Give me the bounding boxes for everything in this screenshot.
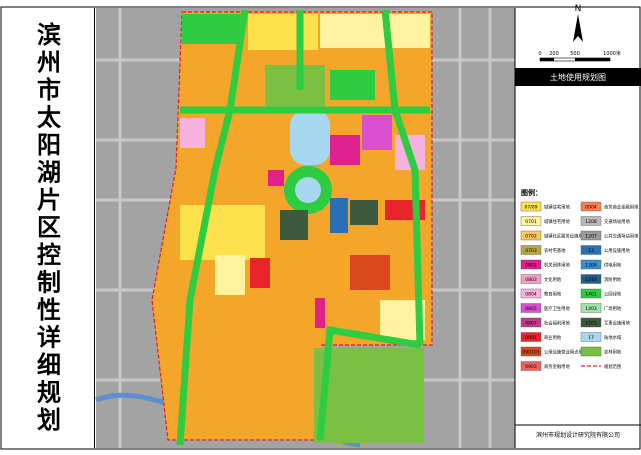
legend-label: 医疗卫生用地	[544, 305, 570, 312]
scale-label: 1000米	[603, 50, 621, 57]
legend-swatch	[520, 274, 542, 284]
legend-swatch	[580, 346, 602, 357]
legend-swatch	[580, 317, 602, 328]
legend-code: 0703	[525, 248, 537, 254]
legend-code: 0801	[525, 263, 537, 269]
legend-code: 07/09	[525, 205, 538, 211]
legend-code: 0807	[525, 321, 537, 327]
legend-swatch	[520, 201, 542, 212]
legend-label: 公园绿地	[604, 291, 622, 298]
legend-label: 陆地水域	[604, 334, 622, 341]
legend-code: 0701	[525, 219, 537, 225]
map	[95, 8, 515, 448]
legend-label: 农林用地	[604, 349, 622, 356]
legend-label: 商务商业金融用地	[604, 204, 639, 211]
legend-code: 13	[588, 248, 594, 254]
scale-label: 0	[538, 51, 541, 57]
north-arrow	[573, 14, 583, 42]
scale-label: 200	[549, 51, 559, 57]
legend-label: 农村宅基地	[544, 247, 566, 254]
legend-swatch	[580, 259, 602, 270]
legend-swatch	[580, 245, 602, 255]
legend-label: 军事设施用地	[604, 320, 630, 327]
legend-swatch	[520, 303, 542, 313]
legend-swatch	[520, 332, 542, 342]
legend-heading: 图例：	[521, 188, 542, 197]
legend-swatch	[520, 317, 542, 328]
legend-swatch	[580, 230, 602, 241]
legend-swatch	[520, 361, 542, 371]
legend-label: 城镇住宅用地	[544, 204, 570, 211]
legend-code: 0702	[525, 234, 537, 240]
legend-swatch	[520, 288, 542, 299]
legend-swatch	[580, 201, 602, 212]
legend-swatch	[580, 288, 602, 299]
legend-code: 1501	[585, 321, 597, 327]
legend-code: 0805	[525, 306, 537, 312]
legend-label: 城镇住宅用地	[544, 218, 570, 225]
legend-swatch	[520, 259, 542, 270]
scale-bar	[539, 57, 611, 62]
legend-label: 交通场站用地	[604, 218, 630, 225]
legend-code: 1208	[585, 219, 597, 225]
legend-label: 教育用地	[544, 291, 562, 298]
legend-label: 消防用地	[604, 276, 622, 283]
legend-label: 规划范围	[604, 363, 621, 370]
legend-code: 1401	[585, 292, 597, 298]
legend-label: 公共交通场站用地	[604, 233, 639, 240]
footer: 滨州市规划设计研究院有限公司	[536, 431, 620, 439]
legend-swatch	[520, 230, 542, 241]
legend-code: 0803	[525, 277, 537, 283]
legend-code: 0904	[585, 205, 597, 211]
legend-label: 公用设施用地	[604, 247, 630, 254]
legend-code: 1309	[585, 263, 597, 269]
legend-code: 090105	[522, 350, 539, 356]
legend-label: 城镇社区服务设施用地	[544, 233, 588, 240]
scale-label: 500	[570, 51, 580, 57]
legend-swatch	[520, 346, 542, 357]
legend-code: 0903	[525, 364, 537, 370]
page-title: 滨州市太阳湖片区控制性详细规划	[0, 8, 95, 448]
legend-code: 1310	[585, 277, 597, 283]
legend-swatch	[580, 274, 602, 284]
map-title: 土地使用规划图	[550, 72, 606, 82]
north-label: N	[575, 4, 582, 14]
legend-label: 广场用地	[604, 305, 622, 312]
legend-label: 社会福利用地	[544, 320, 570, 327]
legend-label: 供电用地	[604, 262, 622, 269]
map-title-band	[515, 68, 641, 86]
legend-code: 1403	[585, 306, 597, 312]
legend-code: 0804	[525, 292, 537, 298]
legend-label: 公用设施营业网点用地	[544, 349, 588, 356]
legend-swatch	[520, 245, 542, 255]
legend-label: 商务金融用地	[544, 363, 570, 370]
legend-code: 17	[588, 335, 594, 341]
legend: 07/09 城镇住宅用地 0701 城镇住宅用地 0702 城镇社区服务设施用地 0703 农…	[520, 201, 639, 371]
legend-swatch	[580, 216, 602, 226]
legend-swatch	[580, 332, 602, 342]
frame	[0, 6, 641, 450]
legend-label: 文化用地	[544, 276, 562, 283]
legend-label: 机关团体用地	[544, 262, 570, 269]
legend-label: 商业用地	[544, 334, 562, 341]
legend-swatch	[580, 303, 602, 313]
legend-swatch	[520, 216, 542, 226]
legend-code: 0901	[525, 335, 537, 341]
legend-code: 1207	[585, 234, 597, 240]
